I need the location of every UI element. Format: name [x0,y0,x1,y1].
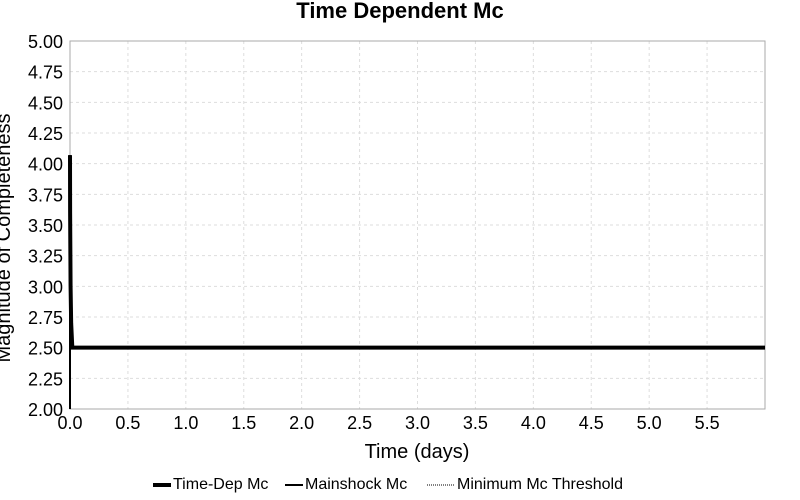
y-tick-label: 4.75 [28,63,63,83]
y-tick-label: 2.75 [28,308,63,328]
x-tick-label: 0.0 [57,413,82,433]
x-axis-ticks: 0.0 0.5 1.0 1.5 2.0 2.5 3.0 3.5 4.0 4.5 5.0 5.5 [57,413,719,433]
x-tick-label: 1.5 [231,413,256,433]
y-tick-label: 2.00 [28,400,63,420]
x-tick-label: 2.5 [347,413,372,433]
x-tick-label: 4.5 [579,413,604,433]
y-tick-label: 3.00 [28,277,63,297]
x-tick-label: 0.5 [115,413,140,433]
x-tick-label: 2.0 [289,413,314,433]
y-tick-label: 2.25 [28,369,63,389]
legend-label: Mainshock Mc [305,476,407,493]
grid [69,40,765,410]
y-tick-label: 5.00 [28,32,63,52]
y-tick-label: 4.00 [28,155,63,175]
series-layer [68,155,765,409]
x-tick-label: 5.5 [695,413,720,433]
x-tick-label: 5.0 [637,413,662,433]
x-tick-label: 3.5 [463,413,488,433]
y-tick-label: 4.50 [28,93,63,113]
legend: Time-Dep Mc Mainshock Mc Minimum Mc Thresh… [153,476,623,493]
y-tick-label: 3.75 [28,185,63,205]
x-tick-label: 3.0 [405,413,430,433]
y-axis-label: Magnitude of Completeness [0,113,15,362]
legend-label: Time-Dep Mc [173,476,268,493]
series-line-time-dep-mc [68,155,765,350]
x-tick-label: 1.0 [173,413,198,433]
x-axis-label: Time (days) [365,441,470,463]
y-tick-label: 4.25 [28,124,63,144]
y-tick-label: 3.50 [28,216,63,236]
y-tick-label: 3.25 [28,247,63,267]
y-tick-label: 2.50 [28,339,63,359]
x-tick-label: 4.0 [521,413,546,433]
y-axis-ticks: 2.00 2.25 2.50 2.75 3.00 3.25 3.50 3.75 4.00 4.25… [28,32,63,420]
chart-title: Time Dependent Mc [296,0,503,23]
legend-label: Minimum Mc Threshold [457,476,623,493]
